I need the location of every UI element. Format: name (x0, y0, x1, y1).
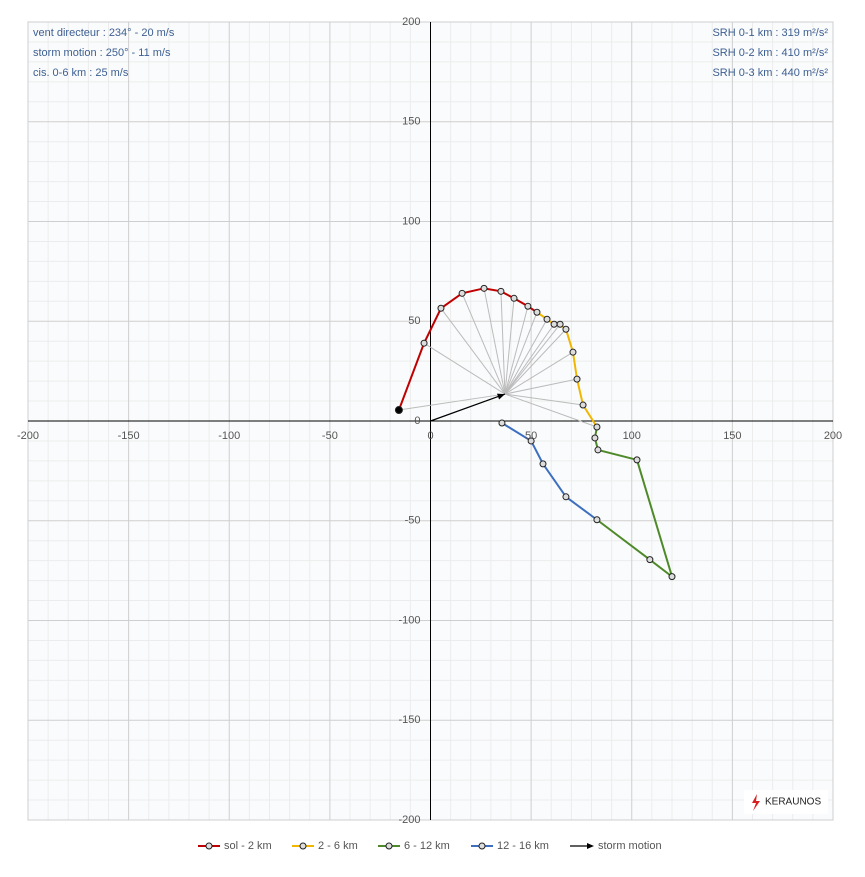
storm-relative-ray (504, 319, 548, 395)
data-point (668, 573, 676, 581)
storm-relative-ray (504, 312, 538, 395)
storm-relative-ray (461, 293, 506, 395)
y-tick-label: 0 (414, 415, 420, 427)
legend-marker (385, 842, 393, 850)
annotation: storm motion : 250° - 11 m/s (33, 47, 171, 59)
legend-arrow-head (587, 843, 594, 849)
x-tick-label: 100 (623, 430, 641, 442)
x-tick-label: -50 (322, 430, 338, 442)
series-connector (565, 496, 598, 521)
annotation: cis. 0-6 km : 25 m/s (33, 67, 129, 79)
data-point (633, 456, 641, 464)
data-point (593, 516, 601, 524)
storm-relative-ray (504, 393, 584, 406)
arrow-head (496, 393, 505, 400)
data-point (562, 493, 570, 501)
data-point (437, 304, 445, 312)
data-point (593, 423, 601, 431)
annotation: SRH 0-2 km : 410 m²/s² (712, 47, 828, 59)
data-point (539, 460, 547, 468)
legend-label: storm motion (598, 840, 662, 852)
storm-relative-ray (440, 307, 506, 395)
data-point (550, 320, 558, 328)
x-tick-label: 50 (525, 430, 537, 442)
storm-relative-ray (504, 393, 598, 428)
storm-relative-ray (504, 323, 555, 395)
x-tick-label: -100 (218, 430, 240, 442)
logo-text: KERAUNOS (765, 797, 821, 808)
grid (27, 21, 834, 821)
annotation: SRH 0-3 km : 440 m²/s² (712, 67, 828, 79)
legend-label: 6 - 12 km (404, 840, 450, 852)
y-tick-label: 100 (402, 215, 420, 227)
storm-relative-ray (483, 288, 506, 395)
data-point (646, 556, 654, 564)
storm-relative-ray (423, 342, 506, 395)
marks (394, 284, 676, 581)
storm-relative-ray (398, 393, 506, 411)
storm-relative-ray (504, 323, 561, 395)
data-point (591, 434, 599, 442)
data-point (498, 419, 506, 427)
data-point (569, 348, 577, 356)
data-point (394, 406, 403, 415)
data-point (527, 437, 535, 445)
data-point (480, 284, 488, 292)
legend-marker (478, 842, 486, 850)
data-point (573, 375, 581, 383)
storm-relative-ray (504, 306, 529, 395)
x-tick-label: -200 (17, 430, 39, 442)
y-tick-label: -100 (398, 614, 420, 626)
storm-relative-ray (504, 378, 578, 395)
storm-relative-ray (500, 291, 506, 395)
y-tick-label: -150 (398, 714, 420, 726)
data-point (458, 289, 466, 297)
data-point (533, 308, 541, 316)
legend-label: 2 - 6 km (318, 840, 358, 852)
data-point (497, 287, 505, 295)
x-tick-label: 200 (824, 430, 842, 442)
y-tick-label: 150 (402, 116, 420, 128)
y-tick-label: 200 (402, 16, 420, 28)
x-tick-label: -150 (118, 430, 140, 442)
data-point (420, 339, 428, 347)
data-point (594, 446, 602, 454)
logo-icon (752, 794, 760, 811)
data-point (543, 315, 551, 323)
series-line (501, 422, 567, 498)
storm-relative-ray (504, 298, 515, 395)
annotation: vent directeur : 234° - 20 m/s (33, 27, 175, 39)
data-point (579, 401, 587, 409)
data-point (556, 320, 564, 328)
y-tick-label: -50 (405, 515, 421, 527)
storm-relative-ray (504, 328, 567, 395)
data-point (524, 302, 532, 310)
annotation: SRH 0-1 km : 319 m²/s² (712, 27, 828, 39)
legend-label: 12 - 16 km (497, 840, 549, 852)
data-point (562, 325, 570, 333)
legend-marker (205, 842, 213, 850)
data-point (510, 294, 518, 302)
y-tick-label: -200 (398, 814, 420, 826)
x-tick-label: 150 (723, 430, 741, 442)
storm-motion-arrow (430, 393, 506, 422)
storm-relative-ray (504, 351, 574, 395)
x-tick-label: 0 (427, 430, 433, 442)
y-tick-label: 50 (408, 315, 420, 327)
legend-marker (299, 842, 307, 850)
legend-label: sol - 2 km (224, 840, 272, 852)
